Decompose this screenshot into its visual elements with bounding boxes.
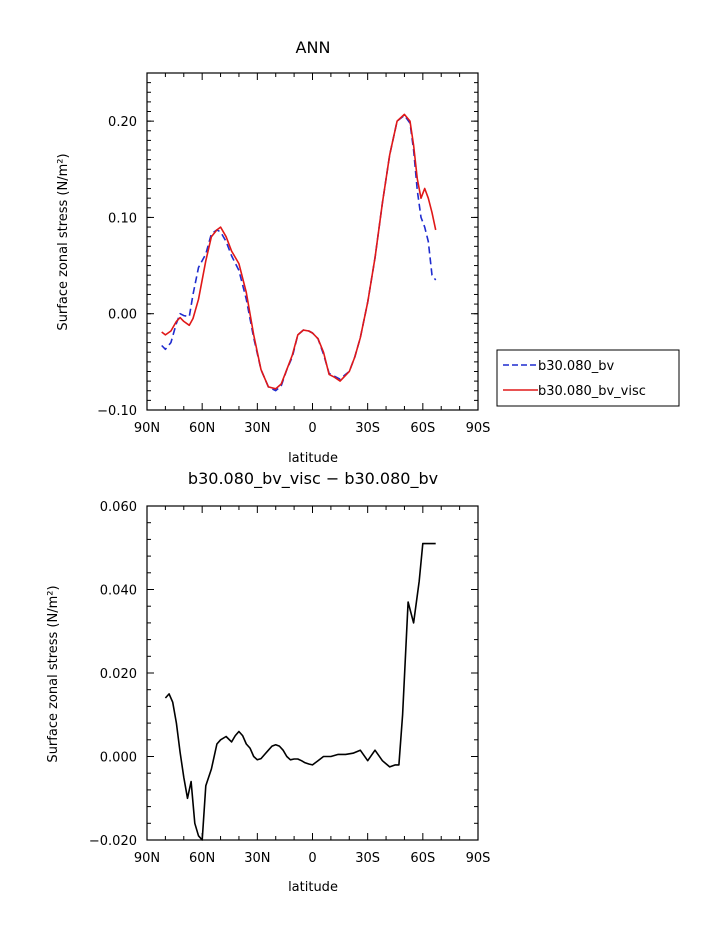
y-tick-label: 0.060 <box>100 500 137 515</box>
y-tick-label: 0.040 <box>100 584 137 599</box>
x-tick-label: 90S <box>466 421 491 436</box>
top-tick-labels: 90N 60N 30N 0 30S 60S 90S −0.10 0.00 0.10 0.20 <box>97 115 490 436</box>
top-panel: ANN 90N 60N 30N 0 30S 60S 90S −0.10 0.00 0.10 0.20… <box>56 38 680 466</box>
bottom-y-axis-label: Surface zonal stress (N/m²) <box>46 585 61 762</box>
legend-box <box>496 349 680 407</box>
x-tick-label: 30N <box>244 851 270 866</box>
bottom-x-axis-label: latitude <box>288 880 338 895</box>
x-tick-label: 0 <box>308 851 316 866</box>
series-line-b30-080-bv-visc <box>161 113 437 390</box>
x-tick-label: 90S <box>466 851 491 866</box>
bottom-panel: b30.080_bv_visc − b30.080_bv 90N 60N 30N 0 3… <box>46 469 490 895</box>
y-tick-label: 0.10 <box>108 211 137 226</box>
bottom-ticks <box>146 505 479 841</box>
series-line-b30-080-bv <box>161 114 437 392</box>
bottom-title: b30.080_bv_visc − b30.080_bv <box>188 469 438 489</box>
bottom-plot-frame <box>146 505 479 841</box>
x-tick-label: 90N <box>134 851 160 866</box>
y-tick-label: 0.00 <box>108 308 137 323</box>
series-line-difference <box>164 542 436 841</box>
bottom-series <box>164 542 436 841</box>
x-tick-label: 30S <box>355 421 380 436</box>
y-tick-label: −0.020 <box>89 834 137 849</box>
legend: b30.080_bv b30.080_bv_visc <box>496 349 680 407</box>
x-tick-label: 60S <box>410 851 435 866</box>
x-tick-label: 90N <box>134 421 160 436</box>
bottom-tick-labels: 90N 60N 30N 0 30S 60S 90S −0.020 0.000 0.020 0.040… <box>89 500 491 866</box>
y-tick-label: 0.020 <box>100 667 137 682</box>
top-x-axis-label: latitude <box>288 451 338 466</box>
x-tick-label: 60N <box>189 851 215 866</box>
x-tick-label: 60S <box>410 421 435 436</box>
top-ticks <box>146 72 479 411</box>
y-tick-label: 0.20 <box>108 115 137 130</box>
x-tick-label: 30S <box>355 851 380 866</box>
x-tick-label: 60N <box>189 421 215 436</box>
y-tick-label: −0.10 <box>97 404 137 419</box>
x-tick-label: 0 <box>308 421 316 436</box>
legend-label-b30-080-bv-visc: b30.080_bv_visc <box>538 384 646 399</box>
top-title: ANN <box>296 38 331 57</box>
y-tick-label: 0.000 <box>100 751 137 766</box>
top-y-axis-label: Surface zonal stress (N/m²) <box>56 153 71 330</box>
legend-label-b30-080-bv: b30.080_bv <box>538 359 614 374</box>
top-series <box>161 113 437 392</box>
x-tick-label: 30N <box>244 421 270 436</box>
